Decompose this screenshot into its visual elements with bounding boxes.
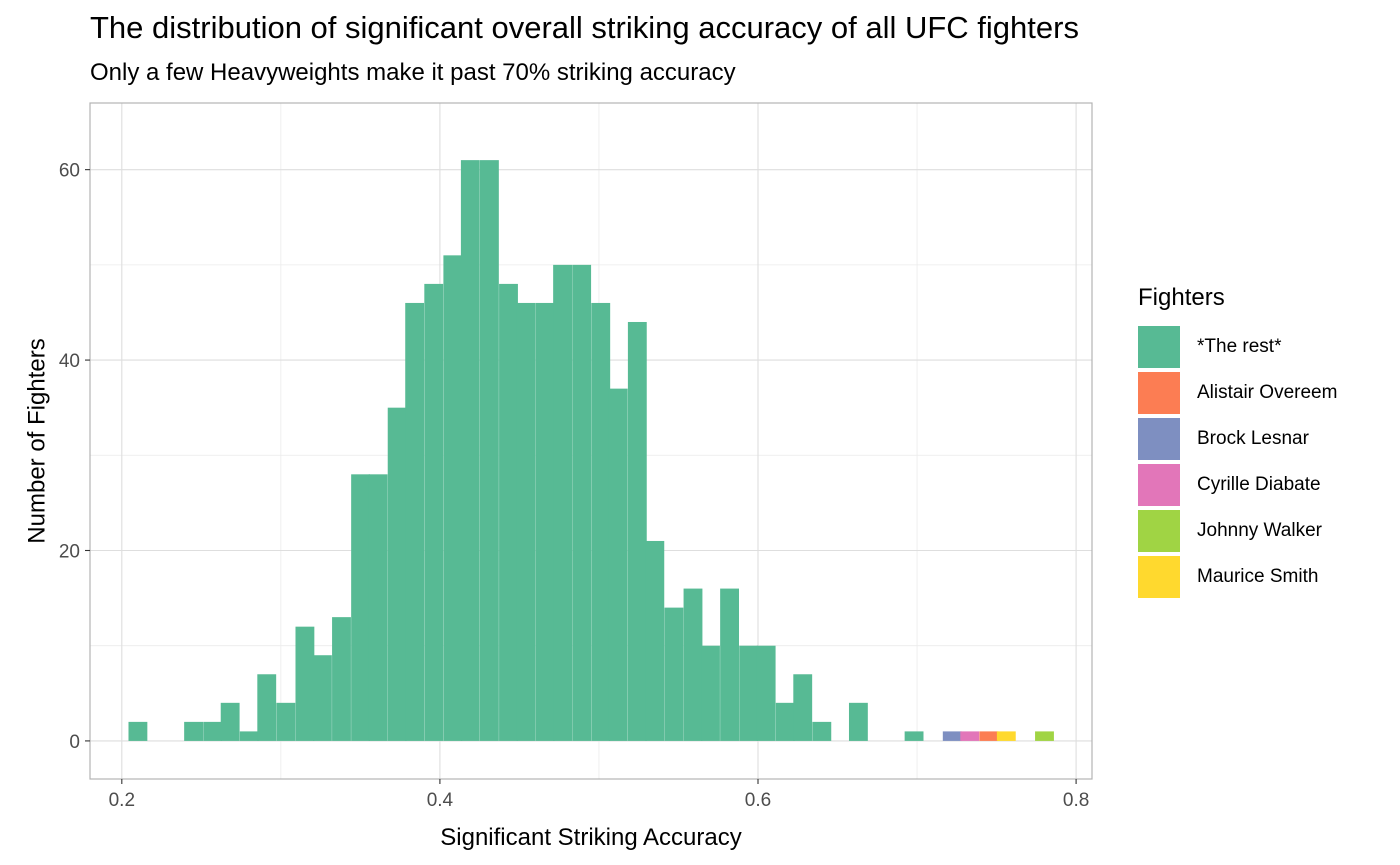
histogram-bar (608, 388, 628, 741)
histogram-bar (701, 645, 720, 741)
histogram-bar (128, 721, 148, 741)
y-axis-title: Number of Fighters (23, 338, 50, 543)
histogram-bar (996, 731, 1016, 741)
legend-label: Maurice Smith (1197, 566, 1319, 587)
histogram-bar (683, 588, 703, 741)
legend-item: Cyrille Diabate (1138, 462, 1337, 508)
legend-color-key (1138, 418, 1180, 460)
histogram-bar (739, 645, 759, 741)
y-tick-label: 40 (59, 351, 80, 372)
legend-color-key (1138, 326, 1180, 368)
legend-color-key (1138, 510, 1180, 552)
histogram-bar (276, 702, 296, 741)
legend-item: Johnny Walker (1138, 508, 1337, 554)
legend-items: *The rest* Alistair Overeem Brock Lesnar Cy… (1138, 324, 1337, 600)
legend-label: Cyrille Diabate (1197, 474, 1321, 495)
legend-color-key (1138, 556, 1180, 598)
histogram-bar (1035, 731, 1054, 741)
histogram-bar (979, 731, 999, 741)
histogram-bar (942, 731, 962, 741)
histogram-bar (387, 407, 407, 741)
histogram-bar (664, 607, 684, 741)
histogram-bar (572, 264, 592, 741)
histogram-bar (312, 655, 332, 741)
legend-label: Johnny Walker (1197, 520, 1322, 541)
histogram-bar (591, 302, 611, 741)
legend-label: *The rest* (1197, 336, 1282, 357)
histogram-bar (775, 702, 795, 741)
histogram-bar (424, 283, 444, 741)
histogram-bar (904, 731, 924, 741)
x-axis-title: Significant Striking Accuracy (440, 824, 741, 851)
histogram-bar (756, 645, 776, 741)
legend-color-key (1138, 464, 1180, 506)
histogram-bar (812, 721, 832, 741)
histogram-bar (460, 160, 480, 741)
legend: Fighters *The rest* Alistair Overeem Brock… (1138, 284, 1337, 600)
chart-subtitle: Only a few Heavyweights make it past 70%… (90, 59, 736, 86)
histogram-bar (720, 588, 739, 741)
x-tick-label: 0.4 (427, 790, 454, 811)
x-tick-label: 0.8 (1063, 790, 1089, 811)
legend-item: Brock Lesnar (1138, 416, 1337, 462)
legend-label: Brock Lesnar (1197, 428, 1309, 449)
histogram-bar (203, 721, 223, 741)
histogram-bar (332, 617, 351, 741)
x-tick-label: 0.2 (109, 790, 135, 811)
axes: 0.2 0.4 0.6 0.8 0 20 40 60 (59, 161, 1089, 811)
legend-color-key (1138, 372, 1180, 414)
x-tick-label: 0.6 (745, 790, 771, 811)
y-tick-label: 20 (59, 541, 80, 562)
histogram-bar (239, 731, 259, 741)
legend-label: Alistair Overeem (1197, 382, 1338, 403)
histogram-bar (351, 474, 371, 741)
histogram-bar (553, 264, 572, 741)
legend-item: *The rest* (1138, 324, 1337, 370)
histogram-bar (368, 474, 388, 741)
plot-panel-border (89, 102, 1093, 780)
histogram-bar (405, 302, 425, 741)
histogram-bar (535, 302, 555, 741)
histogram-bar (960, 731, 980, 741)
histogram-bar (257, 674, 277, 741)
histogram-bar (516, 302, 536, 741)
histogram-bar (627, 321, 647, 741)
histogram-bar (220, 702, 240, 741)
legend-title: Fighters (1138, 284, 1225, 311)
legend-item: Alistair Overeem (1138, 370, 1337, 416)
y-tick-label: 0 (69, 732, 80, 753)
chart-title: The distribution of significant overall … (90, 10, 1079, 45)
histogram-bar (479, 160, 499, 741)
histogram-bar (645, 540, 665, 741)
y-tick-label: 60 (59, 161, 80, 182)
histogram-bar (184, 721, 204, 741)
histogram-bar (295, 626, 315, 741)
histogram-bar (443, 255, 463, 741)
histogram-bar (499, 283, 518, 741)
legend-item: Maurice Smith (1138, 554, 1337, 600)
histogram-bar (848, 702, 868, 741)
histogram-bars (128, 160, 1054, 741)
histogram-bar (793, 674, 813, 741)
